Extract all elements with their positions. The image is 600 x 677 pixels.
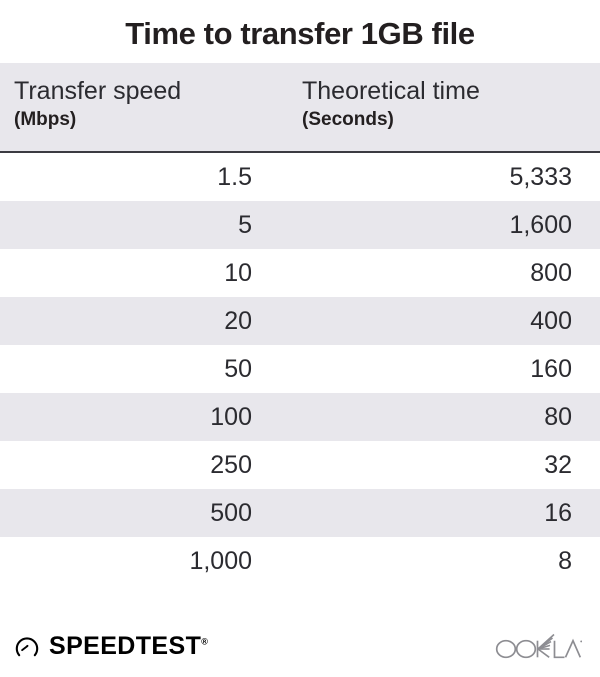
cell-theoretical-time: 1,600 xyxy=(509,211,572,239)
table-row: 1,000 8 xyxy=(0,537,600,585)
cell-transfer-speed: 1.5 xyxy=(217,163,252,191)
speedtest-wordmark-text: SPEEDTEST xyxy=(49,632,202,660)
cell-theoretical-time: 160 xyxy=(530,355,572,383)
cell-theoretical-time: 16 xyxy=(544,499,572,527)
column-header-transfer-speed-unit: (Mbps) xyxy=(14,109,77,130)
cell-theoretical-time: 80 xyxy=(544,403,572,431)
cell-transfer-speed: 500 xyxy=(210,499,252,527)
table-row: 1.5 5,333 xyxy=(0,153,600,201)
speedometer-icon xyxy=(14,633,40,659)
cell-transfer-speed: 5 xyxy=(238,211,252,239)
ookla-logo xyxy=(494,632,582,660)
cell-theoretical-time: 400 xyxy=(530,307,572,335)
table-row: 500 16 xyxy=(0,489,600,537)
cell-transfer-speed: 1,000 xyxy=(189,547,252,575)
table-row: 50 160 xyxy=(0,345,600,393)
table-row: 100 80 xyxy=(0,393,600,441)
column-header-theoretical-time-unit: (Seconds) xyxy=(302,109,394,130)
speedtest-logo: SPEEDTEST® xyxy=(14,633,208,659)
column-header-transfer-speed: Transfer speed (Mbps) xyxy=(0,75,288,151)
cell-transfer-speed: 100 xyxy=(210,403,252,431)
data-table: Transfer speed (Mbps) Theoretical time (… xyxy=(0,63,600,585)
cell-transfer-speed: 10 xyxy=(224,259,252,287)
cell-transfer-speed: 250 xyxy=(210,451,252,479)
cell-transfer-speed: 50 xyxy=(224,355,252,383)
column-header-theoretical-time: Theoretical time (Seconds) xyxy=(288,75,600,151)
table-body: 1.5 5,333 5 1,600 10 800 20 400 50 160 1… xyxy=(0,153,600,585)
table-row: 10 800 xyxy=(0,249,600,297)
cell-theoretical-time: 800 xyxy=(530,259,572,287)
table-row: 20 400 xyxy=(0,297,600,345)
column-header-theoretical-time-title: Theoretical time xyxy=(302,77,480,105)
table-header: Transfer speed (Mbps) Theoretical time (… xyxy=(0,63,600,153)
column-header-transfer-speed-title: Transfer speed xyxy=(14,77,182,105)
cell-theoretical-time: 5,333 xyxy=(509,163,572,191)
cell-theoretical-time: 8 xyxy=(558,547,572,575)
speedtest-wordmark: SPEEDTEST® xyxy=(49,633,208,659)
page-title: Time to transfer 1GB file xyxy=(125,16,475,51)
table-row: 5 1,600 xyxy=(0,201,600,249)
table-row: 250 32 xyxy=(0,441,600,489)
cell-transfer-speed: 20 xyxy=(224,307,252,335)
footer: SPEEDTEST® xyxy=(0,615,600,677)
speedtest-trademark-symbol: ® xyxy=(201,636,209,647)
cell-theoretical-time: 32 xyxy=(544,451,572,479)
